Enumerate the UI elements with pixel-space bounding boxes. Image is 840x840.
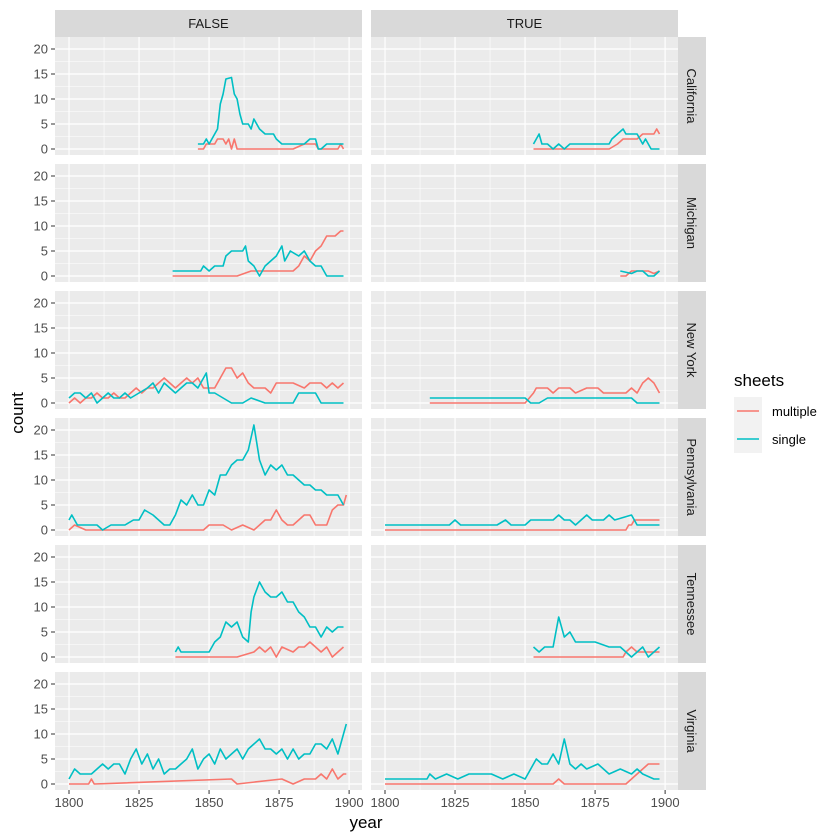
- y-tick-label: 5: [41, 117, 48, 132]
- x-tick-label: 1825: [125, 795, 154, 810]
- y-tick-label: 20: [34, 169, 48, 184]
- x-tick-label: 1875: [581, 795, 610, 810]
- y-tick-label: 0: [41, 523, 48, 538]
- series-line-single: [172, 245, 344, 277]
- y-tick-label: 0: [41, 269, 48, 284]
- x-tick-label: 1800: [371, 795, 400, 810]
- y-tick-label: 15: [34, 575, 48, 590]
- column-strip-label: FALSE: [188, 16, 229, 31]
- series-line-multiple: [533, 128, 661, 150]
- y-tick-label: 10: [34, 92, 48, 107]
- row-strip: [678, 418, 706, 536]
- series-line-multiple: [68, 367, 345, 404]
- y-tick-label: 5: [41, 244, 48, 259]
- series-line-single: [385, 738, 660, 780]
- y-tick-label: 15: [34, 67, 48, 82]
- x-tick-label: 1900: [335, 795, 364, 810]
- row-strip-label: Michigan: [684, 197, 699, 249]
- series-line-single: [385, 514, 660, 526]
- legend-label: single: [772, 432, 806, 447]
- y-tick-label: 15: [34, 702, 48, 717]
- x-tick-label: 1800: [55, 795, 84, 810]
- row-strip: [678, 291, 706, 409]
- y-axis-label: count: [8, 392, 27, 434]
- x-tick-label: 1900: [651, 795, 680, 810]
- row-strip: [678, 37, 706, 155]
- series-line-multiple: [385, 763, 660, 785]
- row-strip: [678, 672, 706, 790]
- y-tick-label: 20: [34, 423, 48, 438]
- series-line-single: [197, 76, 344, 150]
- legend-title: sheets: [734, 371, 784, 390]
- y-tick-label: 0: [41, 650, 48, 665]
- y-tick-label: 10: [34, 473, 48, 488]
- y-tick-label: 15: [34, 321, 48, 336]
- y-tick-label: 0: [41, 396, 48, 411]
- y-tick-label: 15: [34, 194, 48, 209]
- x-tick-label: 1825: [441, 795, 470, 810]
- series-line-single: [68, 372, 344, 404]
- series-line-multiple: [533, 646, 660, 658]
- column-strip: [371, 10, 678, 37]
- y-tick-label: 5: [41, 498, 48, 513]
- column-strip-label: TRUE: [507, 16, 543, 31]
- series-line-multiple: [429, 377, 661, 404]
- y-tick-label: 20: [34, 42, 48, 57]
- row-strip-label: New York: [684, 323, 699, 378]
- row-strip-label: Tennessee: [684, 573, 699, 636]
- series-line-multiple: [68, 494, 348, 531]
- x-axis-label: year: [349, 813, 382, 832]
- y-tick-label: 10: [34, 346, 48, 361]
- legend-label: multiple: [772, 404, 817, 419]
- series-line-single: [68, 424, 345, 531]
- series-line-single: [620, 270, 661, 277]
- series-line-single: [532, 616, 661, 658]
- x-tick-label: 1850: [511, 795, 540, 810]
- row-strip: [678, 164, 706, 282]
- row-strip-label: Pennsylvania: [684, 438, 699, 516]
- y-tick-label: 15: [34, 448, 48, 463]
- series-line-single: [68, 723, 348, 780]
- y-tick-label: 10: [34, 219, 48, 234]
- series-line-multiple: [175, 641, 345, 658]
- x-tick-label: 1875: [265, 795, 294, 810]
- series-line-single: [429, 397, 660, 404]
- y-tick-label: 20: [34, 677, 48, 692]
- x-tick-label: 1850: [195, 795, 224, 810]
- series-line-single: [174, 581, 344, 653]
- row-strip-label: Virginia: [684, 709, 699, 753]
- series-line-multiple: [385, 519, 660, 531]
- y-tick-label: 5: [41, 371, 48, 386]
- row-strip-label: California: [684, 69, 699, 125]
- series-line-multiple: [69, 768, 347, 785]
- y-tick-label: 20: [34, 550, 48, 565]
- y-tick-label: 5: [41, 625, 48, 640]
- y-tick-label: 10: [34, 600, 48, 615]
- y-tick-label: 0: [41, 142, 48, 157]
- y-tick-label: 5: [41, 752, 48, 767]
- y-tick-label: 10: [34, 727, 48, 742]
- series-line-single: [532, 128, 660, 150]
- y-tick-label: 20: [34, 296, 48, 311]
- row-strip: [678, 545, 706, 663]
- y-tick-label: 0: [41, 777, 48, 792]
- column-strip: [55, 10, 362, 37]
